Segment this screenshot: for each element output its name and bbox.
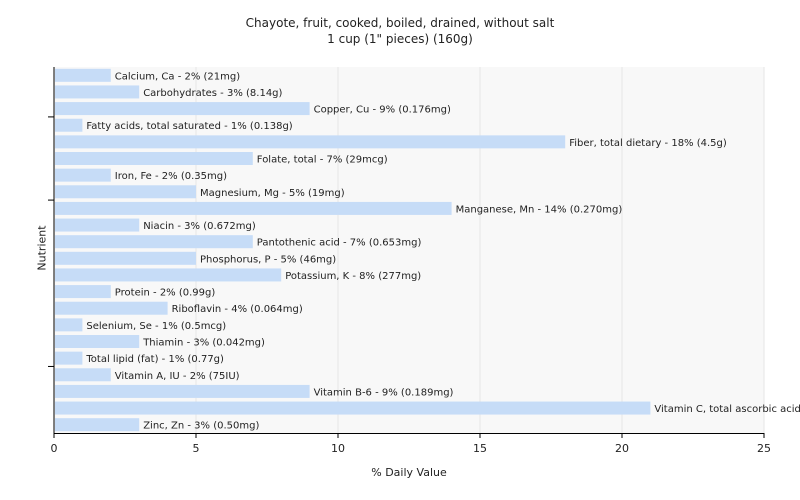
bar-label: Carbohydrates - 3% (8.14g) <box>143 88 282 99</box>
bar-label: Iron, Fe - 2% (0.35mg) <box>115 171 227 182</box>
bar-label: Magnesium, Mg - 5% (19mg) <box>200 188 345 199</box>
bar <box>55 102 310 116</box>
bar-label: Vitamin A, IU - 2% (75IU) <box>115 371 240 382</box>
bar <box>55 68 111 82</box>
bar-label: Potassium, K - 8% (277mg) <box>285 271 421 282</box>
bar <box>55 368 111 382</box>
bar <box>55 218 140 232</box>
bar-label: Copper, Cu - 9% (0.176mg) <box>314 105 451 116</box>
bar <box>55 318 83 332</box>
bar-label: Vitamin B-6 - 9% (0.189mg) <box>314 387 454 398</box>
bar <box>55 85 140 99</box>
x-axis-label: % Daily Value <box>371 466 447 479</box>
bar <box>55 118 83 132</box>
bar-label: Fatty acids, total saturated - 1% (0.138… <box>86 121 292 132</box>
bar-label: Calcium, Ca - 2% (21mg) <box>115 71 240 82</box>
bar-label: Selenium, Se - 1% (0.5mcg) <box>86 321 226 332</box>
bar <box>55 335 140 348</box>
x-tick-label: 0 <box>51 442 58 455</box>
bar <box>55 185 196 199</box>
bar-label: Fiber, total dietary - 18% (4.5g) <box>569 138 727 149</box>
chart-subtitle: 1 cup (1" pieces) (160g) <box>327 32 473 46</box>
bar-label: Thiamin - 3% (0.042mg) <box>142 338 265 349</box>
bar-label: Manganese, Mn - 14% (0.270mg) <box>456 204 623 215</box>
y-axis-label: Nutrient <box>35 225 49 271</box>
plot-background <box>54 67 764 433</box>
bar <box>55 268 282 282</box>
bar <box>55 235 253 249</box>
bar <box>55 401 651 415</box>
bar-label: Riboflavin - 4% (0.064mg) <box>172 304 303 315</box>
bar-label: Zinc, Zn - 3% (0.50mg) <box>143 421 259 432</box>
bar <box>55 168 111 182</box>
bar <box>55 135 566 149</box>
bar <box>55 351 83 365</box>
x-tick-label: 20 <box>615 442 629 455</box>
bar <box>55 201 452 215</box>
bar <box>55 384 310 398</box>
bar-label: Vitamin C, total ascorbic acid - 21% (12… <box>654 404 800 415</box>
x-tick-label: 10 <box>331 442 345 455</box>
x-tick-label: 5 <box>193 442 200 455</box>
bar <box>55 301 168 315</box>
bar-label: Folate, total - 7% (29mcg) <box>257 155 388 166</box>
bar <box>55 418 140 432</box>
bar-label: Phosphorus, P - 5% (46mg) <box>200 254 336 265</box>
x-tick-label: 25 <box>757 442 771 455</box>
bar <box>55 152 253 165</box>
x-tick-label: 15 <box>473 442 487 455</box>
bar-label: Niacin - 3% (0.672mg) <box>143 221 256 232</box>
bar <box>55 251 196 265</box>
chart-title: Chayote, fruit, cooked, boiled, drained,… <box>245 16 555 30</box>
bar-label: Pantothenic acid - 7% (0.653mg) <box>257 238 422 249</box>
bar-label: Protein - 2% (0.99g) <box>115 288 216 299</box>
bar <box>55 285 111 299</box>
bar-label: Total lipid (fat) - 1% (0.77g) <box>85 354 224 365</box>
